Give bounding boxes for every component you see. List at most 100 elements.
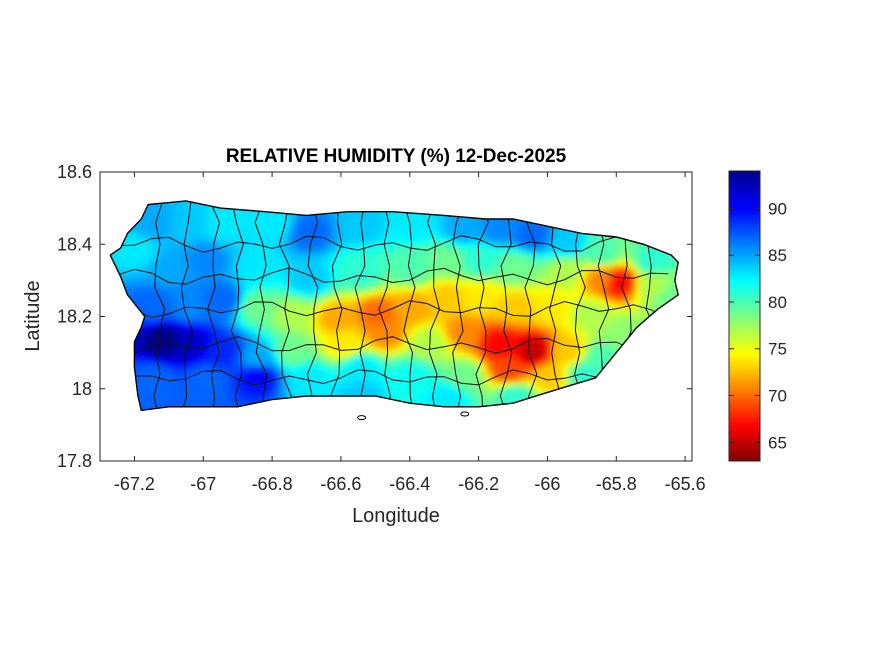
field-cell [551,342,558,348]
field-cell [292,355,299,361]
field-cell [579,242,586,248]
field-cell [221,242,228,248]
field-cell [155,260,162,265]
field-cell [215,403,222,409]
field-cell [171,398,178,404]
field-cell [325,338,332,344]
field-cell [193,368,200,374]
field-cell [292,260,299,265]
field-cell [458,390,465,396]
field-cell [513,355,520,361]
field-cell [314,255,321,261]
field-cell [491,377,498,383]
field-cell [287,359,294,365]
field-cell [221,238,228,244]
field-cell [452,260,459,265]
field-cell [375,273,382,278]
field-cell [380,286,387,292]
field-cell [524,286,531,292]
field-cell [524,242,531,248]
field-cell [177,381,184,387]
field-cell [182,255,189,261]
field-cell [259,368,266,374]
field-cell [270,320,277,326]
field-cell [248,355,255,361]
field-cell [507,294,514,300]
field-cell [568,351,575,357]
field-cell [320,277,327,283]
field-cell [386,242,393,248]
field-cell [452,242,459,248]
field-cell [309,381,316,387]
field-cell [573,346,580,352]
field-cell [155,294,162,300]
field-cell [144,364,151,370]
field-cell [276,277,283,283]
field-cell [386,377,393,383]
field-cell [353,359,360,365]
field-cell [584,255,591,261]
field-cell [584,238,591,244]
field-cell [281,299,288,305]
field-cell [496,351,503,357]
field-cell [364,273,371,278]
field-cell [138,221,145,226]
field-cell [386,294,393,300]
field-cell [336,242,343,248]
field-cell [166,364,173,370]
field-cell [397,299,404,305]
field-cell [369,255,376,261]
field-cell [474,359,481,365]
field-cell [281,359,288,365]
field-cell [568,238,575,244]
field-cell [138,277,145,283]
field-cell [375,268,382,274]
field-cell [303,277,310,283]
field-cell [320,286,327,292]
field-cell [452,398,459,404]
field-cell [402,294,409,300]
field-cell [155,368,162,374]
field-cell [149,372,156,378]
field-cell [127,281,134,287]
field-cell [579,364,586,370]
field-cell [491,364,498,370]
field-cell [243,390,250,396]
field-cell [584,338,591,344]
field-cell [221,260,228,265]
field-cell [149,238,156,244]
field-cell [248,359,255,365]
field-cell [171,364,178,370]
field-cell [446,372,453,378]
field-cell [309,247,316,252]
field-cell [513,268,520,274]
field-cell [281,216,288,222]
field-cell [419,329,426,335]
field-cell [441,255,448,261]
field-cell [590,281,597,287]
field-cell [562,307,569,313]
field-cell [474,221,481,226]
field-cell [133,359,140,365]
field-cell [199,216,206,222]
field-cell [458,394,465,400]
field-cell [446,342,453,348]
field-cell [232,268,239,274]
field-cell [325,273,332,278]
field-cell [375,368,382,374]
field-cell [386,255,393,261]
field-cell [193,342,200,348]
field-cell [133,238,140,244]
field-cell [204,364,211,370]
field-cell [474,381,481,387]
field-cell [408,364,415,370]
field-cell [529,268,536,274]
field-cell [149,385,156,391]
field-cell [562,320,569,326]
field-cell [573,359,580,365]
field-cell [171,212,178,218]
field-cell [446,368,453,374]
field-cell [590,234,597,239]
field-cell [463,329,470,335]
field-cell [265,221,272,226]
